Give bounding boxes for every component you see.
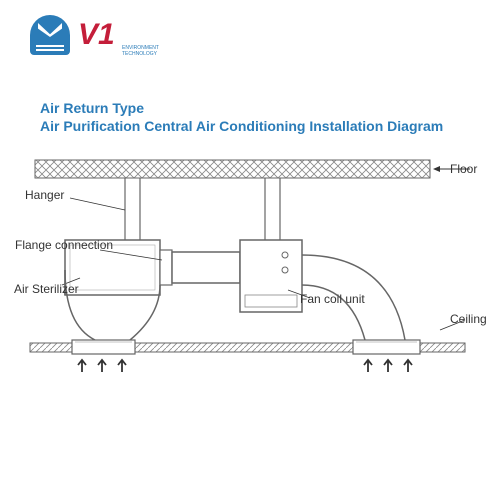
diagram-title: Air Return Type Air Purification Central… <box>40 100 443 134</box>
label-ceiling: Ceiling <box>450 312 487 326</box>
label-floor: Floor <box>450 162 477 176</box>
label-fancoil: Fan coil unit <box>300 292 365 306</box>
fan-coil-unit <box>240 240 302 312</box>
vent-left <box>72 340 135 354</box>
logo: V1 ENVIRONMENT TECHNOLOGY <box>30 15 115 55</box>
title-line1: Air Return Type <box>40 100 443 116</box>
label-sterilizer: Air Sterilizer <box>14 282 79 296</box>
installation-diagram <box>10 150 490 390</box>
logo-subtitle: ENVIRONMENT TECHNOLOGY <box>122 45 159 57</box>
logo-badge-icon <box>30 15 70 55</box>
title-line2: Air Purification Central Air Conditionin… <box>40 118 443 134</box>
hangers <box>122 178 283 242</box>
label-hanger: Hanger <box>25 188 64 202</box>
vent-right <box>353 340 420 354</box>
duct-main <box>172 252 240 283</box>
logo-brand: V1 <box>78 18 115 52</box>
airflow-arrows <box>78 360 412 372</box>
flange <box>160 250 172 285</box>
floor-slab <box>35 160 430 178</box>
hanger-leader <box>70 198 125 210</box>
label-flange: Flange connection <box>15 238 113 252</box>
